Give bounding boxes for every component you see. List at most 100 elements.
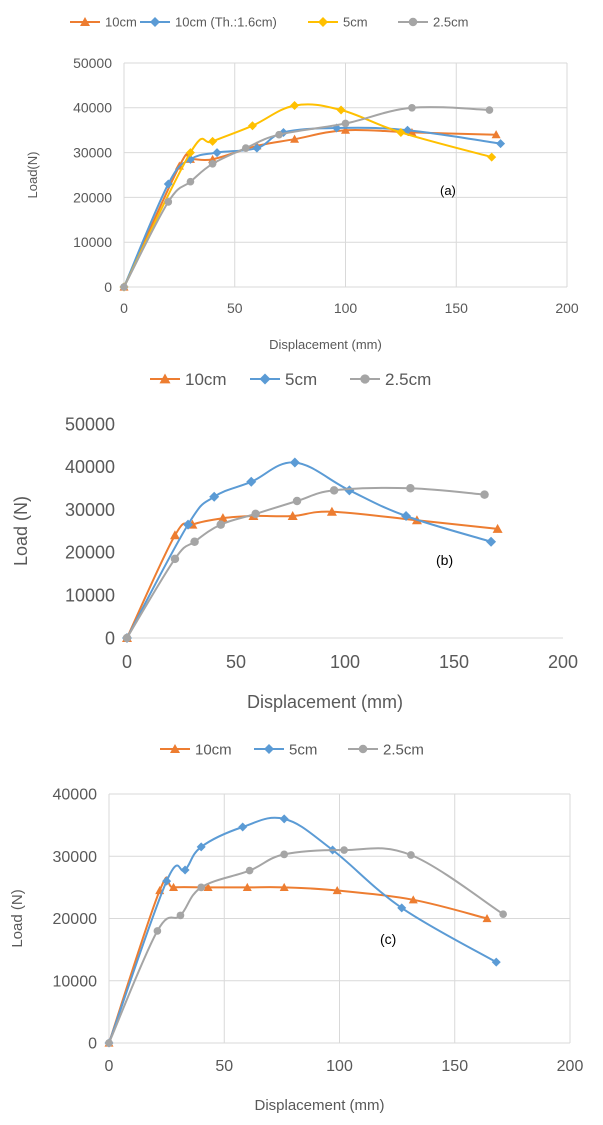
chart-b: 0 10000 20000 30000 40000 50000 0 50 100 150 200 Lo…: [11, 370, 578, 712]
series-10cm: [122, 506, 503, 642]
x-tick-label: 200: [557, 1058, 584, 1075]
data-point: [408, 895, 418, 904]
y-tick-label: 20000: [65, 543, 115, 563]
y-tick-label: 10000: [53, 973, 98, 990]
y-tick-label: 50000: [73, 55, 112, 71]
data-point: [247, 121, 257, 131]
y-tick-label: 30000: [65, 500, 115, 520]
y-axis-label: Load(N): [25, 152, 40, 199]
data-point: [185, 148, 195, 158]
chart-c: 0 10000 20000 30000 40000 0 50 100 150 200 Load (N…: [9, 741, 584, 1114]
y-tick-label: 20000: [53, 911, 98, 928]
series-line: [123, 128, 497, 288]
data-point: [176, 911, 185, 920]
data-point: [216, 520, 225, 529]
legend-entry: 10cm (Th.:1.6cm): [140, 15, 277, 30]
x-tick-label: 50: [215, 1058, 233, 1075]
data-point: [482, 914, 492, 923]
x-tick-label: 0: [105, 1058, 114, 1075]
data-point: [208, 136, 218, 146]
legend-marker: [408, 17, 418, 27]
data-point: [290, 134, 300, 143]
x-axis-label: Displacement (mm): [247, 692, 403, 712]
x-tick-label: 100: [330, 652, 360, 672]
data-point: [162, 876, 172, 886]
y-axis-label: Load (N): [9, 889, 26, 947]
x-tick-label: 150: [439, 652, 469, 672]
series-line: [126, 486, 485, 639]
legend-entry: 10cm: [150, 370, 227, 389]
data-point: [238, 822, 248, 832]
legend-label: 10cm (Th.:1.6cm): [175, 15, 277, 30]
series-line: [123, 126, 501, 288]
legend-marker: [150, 17, 160, 27]
x-tick-label: 150: [445, 300, 469, 316]
series-10cm: [119, 125, 501, 291]
y-tick-label: 10000: [73, 234, 112, 250]
data-point: [105, 1039, 113, 1047]
legend-entry: 2.5cm: [398, 15, 468, 30]
y-tick-label: 10000: [65, 586, 115, 606]
data-point: [183, 519, 194, 530]
legend-label: 10cm: [105, 15, 137, 30]
legend-entry: 5cm: [308, 15, 368, 30]
data-point: [332, 885, 342, 895]
data-point: [196, 842, 206, 852]
series-line: [126, 510, 498, 639]
legend-entry: 5cm: [250, 370, 317, 389]
y-tick-label: 0: [88, 1036, 97, 1053]
series-line: [108, 876, 488, 1044]
legend-label: 10cm: [195, 741, 232, 758]
y-tick-label: 40000: [65, 457, 115, 477]
series-5cm: [104, 814, 501, 1048]
y-tick-label: 30000: [73, 145, 112, 161]
data-point: [290, 101, 300, 111]
data-point: [170, 554, 180, 564]
data-point: [164, 198, 173, 206]
x-tick-label: 100: [334, 300, 358, 316]
data-point: [169, 530, 180, 540]
y-tick-label: 50000: [65, 414, 115, 434]
legend-label: 5cm: [343, 15, 368, 30]
chart-panel-a: 0 10000 20000 30000 40000 50000 0 50 100 150 200 Lo…: [0, 0, 603, 365]
panel-label: (b): [436, 552, 453, 568]
data-point: [275, 130, 283, 139]
legend-marker: [80, 17, 90, 26]
data-point: [251, 509, 260, 519]
data-point: [407, 851, 415, 859]
data-point: [120, 283, 128, 291]
data-point: [492, 523, 503, 533]
data-point: [341, 125, 350, 134]
data-point: [401, 511, 412, 522]
legend-entry: 5cm: [254, 741, 317, 758]
data-point: [329, 486, 339, 495]
data-point: [280, 850, 289, 859]
data-point: [496, 139, 506, 149]
data-point: [491, 130, 501, 139]
data-point: [163, 179, 173, 189]
x-axis-label: Displacement (mm): [269, 337, 382, 352]
data-point: [486, 536, 497, 547]
data-point: [197, 883, 206, 892]
panel-label: (a): [440, 183, 456, 198]
series-10cm-th-1-6cm-: [119, 123, 506, 292]
legend-marker: [358, 744, 368, 754]
data-point: [169, 882, 179, 891]
y-tick-label: 30000: [53, 849, 98, 866]
data-point: [336, 105, 346, 115]
y-tick-label: 20000: [73, 189, 112, 205]
x-tick-label: 50: [226, 652, 246, 672]
legend-marker: [159, 373, 171, 384]
x-axis-label: Displacement (mm): [254, 1097, 384, 1114]
legend-marker: [170, 744, 180, 753]
chart-panel-b: 0 10000 20000 30000 40000 50000 0 50 100 150 200 Lo…: [0, 362, 603, 735]
data-point: [279, 882, 289, 891]
data-point: [279, 814, 289, 824]
data-point: [340, 846, 348, 854]
legend-entry: 2.5cm: [350, 370, 431, 389]
series-2-5cm: [120, 103, 494, 291]
data-point: [186, 177, 195, 186]
x-tick-label: 0: [120, 300, 128, 316]
legend-label: 5cm: [285, 370, 317, 389]
data-point: [499, 910, 507, 918]
